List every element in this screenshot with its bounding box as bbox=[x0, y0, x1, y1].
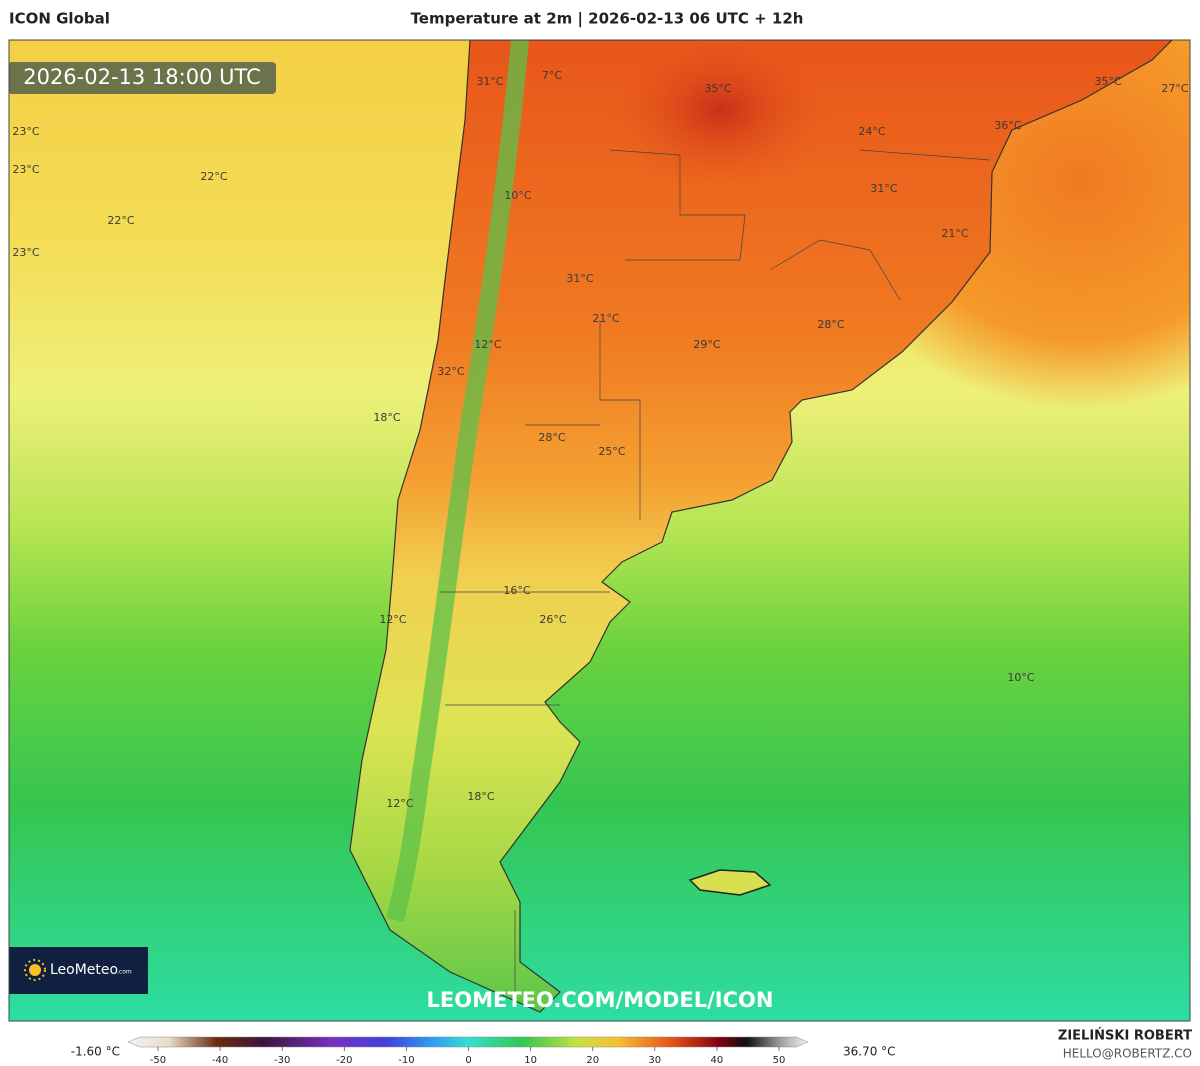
temperature-label: 31°C bbox=[566, 272, 593, 285]
colorbar-tick-label: -50 bbox=[150, 1055, 166, 1066]
temperature-label: 16°C bbox=[503, 584, 530, 597]
logo-name: LeoMeteo bbox=[50, 962, 118, 978]
temperature-label: 18°C bbox=[373, 411, 400, 424]
legend-min: -1.60 °C bbox=[71, 1045, 120, 1059]
logo-rays bbox=[24, 959, 46, 981]
temperature-label: 29°C bbox=[693, 338, 720, 351]
valid-time: 2026-02-13 18:00 UTC bbox=[23, 65, 261, 89]
colorbar-ticks: -50 -40 -30 -20 -10 0 10 20 30 40 50 bbox=[150, 1047, 786, 1066]
temperature-label: 36°C bbox=[994, 119, 1021, 132]
colorbar-tick-label: 50 bbox=[773, 1055, 786, 1066]
temperature-label: 22°C bbox=[107, 214, 134, 227]
temperature-label: 25°C bbox=[598, 445, 625, 458]
colorbar-tick-label: 0 bbox=[465, 1055, 471, 1066]
temperature-label: 31°C bbox=[870, 182, 897, 195]
model-name: ICON Global bbox=[9, 10, 110, 28]
colorbar-tick-label: -20 bbox=[336, 1055, 352, 1066]
temperature-label: 21°C bbox=[592, 312, 619, 325]
temperature-label: 28°C bbox=[538, 431, 565, 444]
temperature-label: 22°C bbox=[200, 170, 227, 183]
temperature-label: 21°C bbox=[941, 227, 968, 240]
colorbar-tick-label: 10 bbox=[524, 1055, 537, 1066]
logo-suffix: .com bbox=[117, 969, 132, 976]
land bbox=[349, 40, 1173, 1013]
temperature-label: 12°C bbox=[379, 613, 406, 626]
falkland-islands bbox=[688, 869, 772, 896]
temperature-label: 27°C bbox=[1161, 82, 1188, 95]
temperature-label: 31°C bbox=[476, 75, 503, 88]
colorbar-tick-label: 20 bbox=[586, 1055, 599, 1066]
temperature-label: 23°C bbox=[12, 246, 39, 259]
temperature-label: 10°C bbox=[1007, 671, 1034, 684]
map: 31°C 7°C 35°C 35°C 27°C 23°C 23°C 22°C 10°C 24°C 3… bbox=[9, 40, 1190, 1021]
temperature-label: 26°C bbox=[539, 613, 566, 626]
colorbar-tick-label: -10 bbox=[398, 1055, 414, 1066]
temperature-labels: 31°C 7°C 35°C 35°C 27°C 23°C 23°C 22°C 10°C 24°C 3… bbox=[12, 69, 1188, 810]
legend-max: 36.70 °C bbox=[843, 1045, 896, 1059]
andes bbox=[386, 40, 529, 923]
temperature-label: 28°C bbox=[817, 318, 844, 331]
colorbar-tick-label: 40 bbox=[711, 1055, 724, 1066]
temperature-label: 32°C bbox=[437, 365, 464, 378]
temperature-label: 23°C bbox=[12, 163, 39, 176]
logo-sun bbox=[29, 964, 41, 976]
temperature-label: 12°C bbox=[386, 797, 413, 810]
temperature-label: 12°C bbox=[474, 338, 501, 351]
temperature-label: 35°C bbox=[1094, 75, 1121, 88]
colorbar-tick-label: 30 bbox=[648, 1055, 661, 1066]
temperature-label: 35°C bbox=[704, 82, 731, 95]
temperature-label: 10°C bbox=[504, 189, 531, 202]
author: ZIELIŃSKI ROBERT bbox=[1058, 1028, 1192, 1044]
time-box bbox=[9, 62, 276, 94]
model-url: LEOMETEO.COM/MODEL/ICON bbox=[427, 988, 774, 1012]
temperature-label: 23°C bbox=[12, 125, 39, 138]
colorbar bbox=[127, 1036, 809, 1048]
borders bbox=[440, 149, 991, 1000]
temperature-label: 7°C bbox=[542, 69, 562, 82]
map-frame bbox=[8, 39, 1191, 1022]
hot-area bbox=[610, 40, 830, 190]
map-title: Temperature at 2m | 2026-02-13 06 UTC + … bbox=[411, 10, 804, 29]
email: HELLO@ROBERTZ.CO bbox=[1063, 1047, 1192, 1061]
colorbar-tick-label: -40 bbox=[212, 1055, 228, 1066]
colorbar-tick-label: -30 bbox=[274, 1055, 290, 1066]
temperature-label: 18°C bbox=[467, 790, 494, 803]
temperature-label: 24°C bbox=[858, 125, 885, 138]
